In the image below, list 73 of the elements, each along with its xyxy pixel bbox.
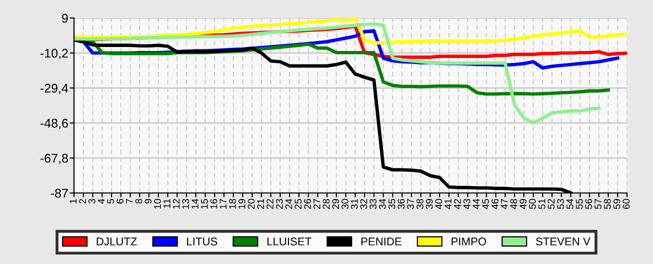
legend-label: STEVEN V: [536, 238, 590, 246]
x-tick-label: 13: [182, 198, 190, 209]
x-tick-label: 27: [313, 199, 320, 209]
x-tick-label: 23: [276, 198, 283, 209]
y-tick-label: 9: [62, 14, 68, 23]
x-tick-label: 21: [257, 199, 264, 209]
x-tick-label: 16: [210, 198, 218, 209]
x-tick-label: 10: [154, 198, 161, 209]
x-tick-label: 32: [360, 199, 368, 209]
x-tick-label: 50: [528, 198, 536, 209]
x-tick-label: 39: [426, 199, 433, 209]
x-tick-label: 44: [472, 198, 480, 210]
legend-label: DJLUTZ: [96, 238, 137, 246]
x-tick-label: 15: [201, 198, 208, 209]
x-tick-label: 4: [98, 198, 105, 204]
y-tick-label: -10,2: [40, 48, 68, 60]
x-tick-label: 36: [398, 198, 405, 209]
legend-label: LITUS: [187, 238, 218, 246]
x-tick-label: 19: [238, 199, 246, 209]
legend-label: PIMPO: [452, 238, 486, 246]
x-tick-label: 26: [304, 198, 311, 209]
x-tick-label: 12: [172, 199, 180, 209]
x-tick-label: 18: [229, 198, 236, 209]
x-tick-label: 11: [164, 199, 170, 208]
x-tick-label: 43: [463, 198, 470, 210]
x-tick-label: 9: [144, 199, 152, 204]
line-series: [74, 22, 601, 125]
y-tick-label: -67,8: [40, 154, 68, 164]
x-tick-label: 53: [557, 198, 564, 209]
x-tick-label: 40: [435, 198, 442, 210]
x-tick-label: 52: [548, 199, 555, 209]
x-tick-label: 49: [520, 199, 527, 210]
x-tick-label: 56: [585, 198, 592, 209]
x-tick-label: 55: [576, 198, 583, 209]
x-tick-label: 14: [192, 198, 198, 209]
x-tick-label: 5: [107, 198, 114, 204]
x-tick-label: 45: [482, 198, 490, 210]
x-tick-label: 38: [416, 198, 424, 209]
x-tick-label: 33: [370, 198, 377, 209]
legend-label: LLUISET: [267, 238, 312, 246]
x-tick-label: 8: [135, 198, 142, 204]
x-tick-label: 6: [116, 198, 124, 204]
x-tick-label: 42: [454, 199, 461, 210]
x-tick-label: 3: [88, 198, 96, 204]
x-tick-label: 54: [566, 198, 574, 209]
x-tick-label: 47: [500, 199, 508, 210]
x-tick-label: 20: [248, 198, 255, 209]
x-tick-label: 29: [332, 199, 340, 209]
x-tick-label: 1: [70, 199, 77, 204]
x-tick-label: 48: [510, 198, 518, 210]
x-tick-label: 51: [538, 199, 546, 209]
x-tick-label: 57: [594, 199, 602, 209]
x-tick-label: 34: [379, 198, 386, 209]
x-tick-label: 41: [444, 199, 452, 210]
y-tick-label: -29,4: [40, 84, 68, 94]
x-tick-label: 37: [407, 199, 414, 209]
legend-label: PENIDE: [361, 238, 402, 246]
y-tick-label: -48,6: [40, 118, 68, 130]
x-tick-label: 30: [342, 198, 348, 209]
x-tick-label: 28: [322, 198, 330, 209]
x-tick-label: 31: [350, 199, 358, 209]
x-tick-label: 58: [604, 198, 611, 209]
x-tick-label: 17: [220, 199, 226, 209]
x-tick-label: 24: [285, 198, 292, 209]
x-tick-label: 35: [388, 198, 396, 209]
y-tick-label: -87: [50, 188, 68, 198]
x-tick-label: 2: [79, 199, 86, 204]
x-tick-label: 25: [294, 198, 302, 209]
x-tick-label: 59: [613, 199, 620, 209]
x-tick-label: 60: [622, 198, 630, 209]
x-tick-label: 22: [266, 199, 274, 209]
x-tick-label: 46: [492, 198, 498, 210]
x-tick-label: 7: [126, 199, 133, 204]
